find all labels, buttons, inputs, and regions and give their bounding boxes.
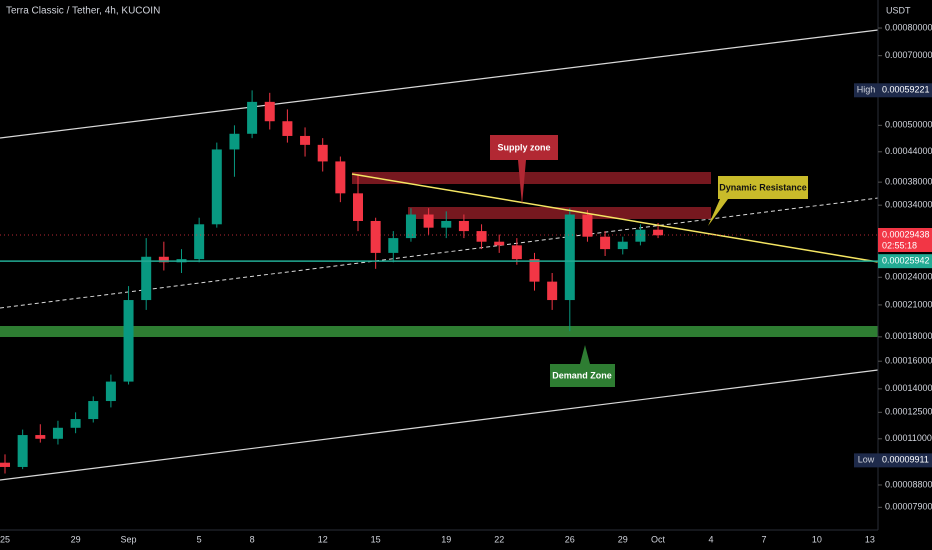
candle-body	[547, 281, 558, 301]
y-tick-label: 0.00070000	[885, 50, 932, 60]
marker-tag	[878, 83, 932, 98]
last-price-tag	[878, 227, 932, 252]
candle-body	[70, 419, 81, 428]
marker-name: Low	[858, 455, 875, 465]
dynamic-resistance-line	[351, 173, 879, 263]
candle-body	[247, 101, 258, 134]
annotation-demand: Demand Zone	[552, 370, 612, 380]
demand-zone	[0, 326, 878, 337]
candle-body	[458, 220, 469, 232]
candle-body	[405, 214, 416, 239]
candle-body	[494, 241, 505, 246]
x-tick-label: 12	[318, 534, 328, 544]
y-tick-label: 0.00018000	[885, 331, 932, 341]
y-tick-label: 0.00080000	[885, 22, 932, 32]
marker-label: 0.00059221	[882, 85, 930, 95]
y-tick-label: 0.00014000	[885, 383, 932, 393]
channel-upper	[0, 29, 879, 139]
candle-body	[617, 241, 628, 250]
x-tick-label: Oct	[651, 534, 666, 544]
candle-body	[123, 300, 134, 382]
x-tick-label: 29	[618, 534, 628, 544]
candle-body	[194, 224, 205, 260]
marker-label: 0.00009911	[882, 455, 929, 465]
y-tick-label: 0.00011000	[885, 433, 932, 443]
candle-body	[582, 214, 593, 237]
annotation-resistance: Dynamic Resistance	[719, 182, 807, 192]
y-tick-label: 0.00016000	[885, 356, 932, 366]
callout-supply	[490, 135, 558, 205]
marker-name-tag	[854, 453, 878, 468]
x-tick-label: 19	[441, 534, 451, 544]
x-tick-label: 22	[494, 534, 504, 544]
candles	[0, 90, 664, 474]
level-label: 0.00025942	[882, 256, 930, 266]
candle-body	[229, 133, 240, 150]
y-tick-label: 0.00012500	[885, 407, 932, 417]
x-tick-label: 4	[708, 534, 713, 544]
countdown-label: 02:55:18	[882, 240, 917, 250]
candle-body	[476, 231, 487, 242]
y-tick-label: 0.00038000	[885, 177, 932, 187]
x-tick-label: 25	[0, 534, 10, 544]
annotation-supply: Supply zone	[497, 142, 550, 152]
candle-body	[529, 259, 540, 282]
candle-body	[17, 435, 28, 467]
x-tick-label: 15	[371, 534, 381, 544]
y-tick-label: 0.00044000	[885, 146, 932, 156]
x-tick-label: 8	[250, 534, 255, 544]
candle-body	[423, 214, 434, 228]
channel-lower	[0, 369, 879, 481]
candle-body	[653, 229, 664, 236]
candle-body	[511, 245, 522, 260]
candle-body	[441, 220, 452, 228]
candle-body	[317, 144, 328, 162]
marker-name-tag	[854, 83, 878, 98]
candle-body	[370, 220, 381, 253]
callout-demand	[550, 345, 615, 387]
y-tick-label: 0.00008800	[885, 479, 932, 489]
candle-body	[564, 214, 575, 301]
y-tick-label: 0.00021000	[885, 299, 932, 309]
candle-body	[105, 381, 116, 402]
x-tick-label: 13	[865, 534, 875, 544]
candle-body	[158, 256, 169, 263]
supply-zone-upper	[352, 172, 711, 184]
x-tick-label: 5	[197, 534, 202, 544]
axis-unit: USDT	[886, 5, 911, 15]
y-tick-label: 0.00007900	[885, 502, 932, 512]
supply-zone-lower	[408, 207, 711, 219]
candle-body	[282, 121, 293, 136]
candle-body	[35, 435, 46, 439]
x-tick-label: 7	[761, 534, 766, 544]
candle-body	[88, 401, 99, 420]
candle-body	[0, 462, 10, 467]
candle-body	[635, 229, 646, 242]
x-tick-label: Sep	[121, 534, 137, 544]
candle-body	[388, 238, 399, 253]
candle-body	[300, 135, 311, 145]
last-price-label: 0.00029438	[882, 229, 930, 239]
candle-body	[335, 161, 346, 194]
candle-body	[264, 101, 275, 122]
candle-body	[141, 256, 152, 301]
y-tick-label: 0.00034000	[885, 200, 932, 210]
x-tick-label: 10	[812, 534, 822, 544]
candle-body	[600, 236, 611, 250]
y-tick-label: 0.00024000	[885, 272, 932, 282]
chart-title: Terra Classic / Tether, 4h, KUCOIN	[6, 6, 160, 17]
x-tick-label: 29	[71, 534, 81, 544]
y-tick-label: 0.00050000	[885, 120, 932, 130]
marker-tag	[878, 453, 932, 468]
level-tag	[878, 254, 932, 269]
candle-body	[353, 193, 363, 221]
x-tick-label: 26	[565, 534, 575, 544]
callout-resistance	[708, 176, 808, 226]
candle-body	[211, 149, 222, 225]
marker-name: High	[857, 85, 876, 95]
candle-body	[52, 427, 63, 439]
